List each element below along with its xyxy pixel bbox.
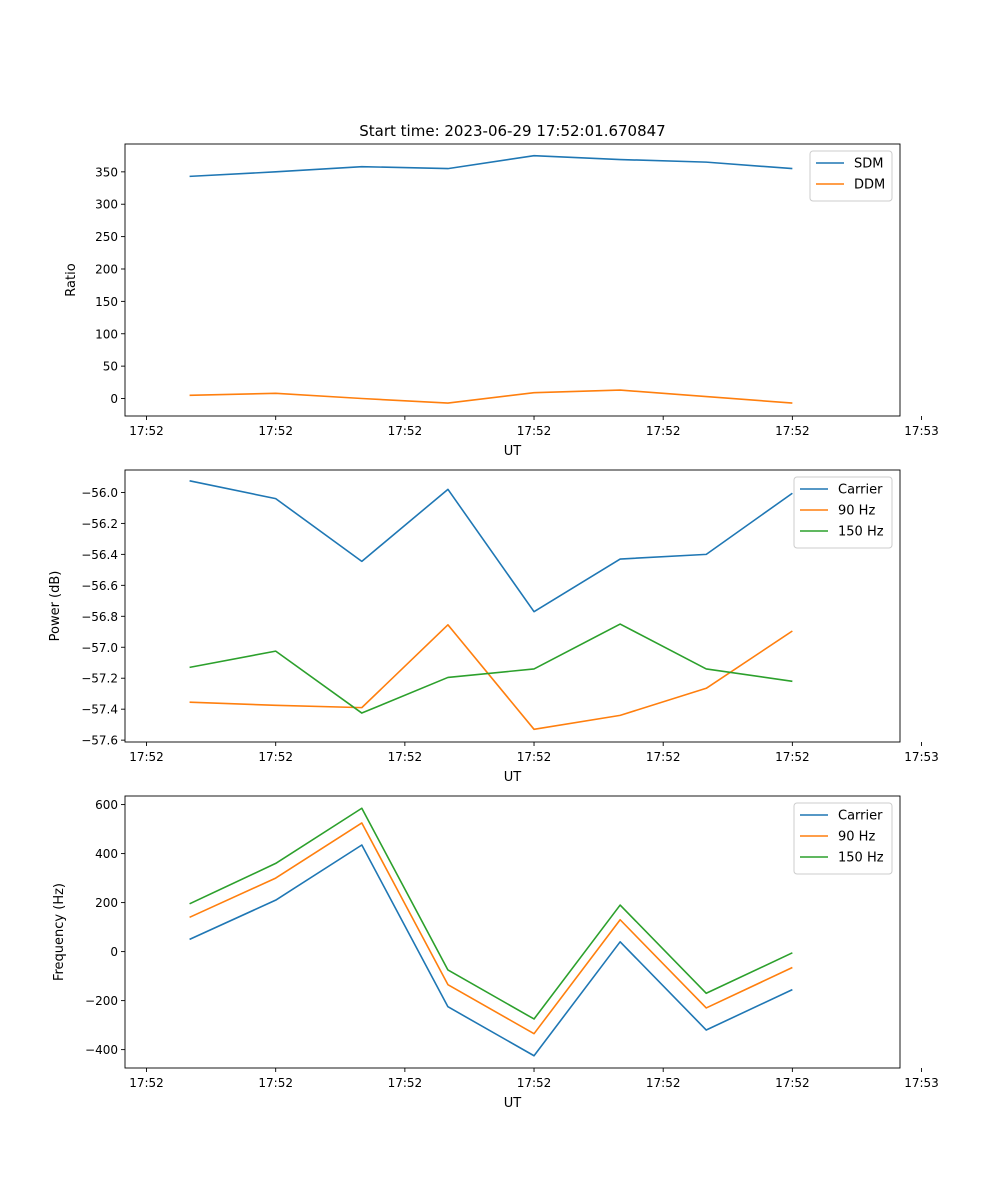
legend-label: SDM xyxy=(854,157,883,172)
y-tick-label: 0 xyxy=(110,392,118,406)
x-tick-label: 17:52 xyxy=(646,750,681,764)
legend: Carrier 90 Hz 150 Hz xyxy=(793,476,893,549)
y-tick-label: −56.6 xyxy=(81,579,118,593)
series-line-90-hz xyxy=(189,624,793,731)
series-line-carrier xyxy=(189,844,793,1057)
y-tick-label: −56.4 xyxy=(81,548,118,562)
y-tick-label: 0 xyxy=(110,945,118,959)
x-axis-label: UT xyxy=(504,444,522,459)
chart-panel-2: 17:52 17:52 17:52 17:52 17:52 17:52 17:53 −57.6… xyxy=(48,469,939,785)
y-tick-label: 250 xyxy=(95,230,118,244)
y-axis-label: Ratio xyxy=(64,263,79,296)
y-tick-label: 100 xyxy=(95,327,118,341)
chart-panel-1: Start time: 2023-06-29 17:52:01.670847 17… xyxy=(64,122,939,459)
legend-label: 150 Hz xyxy=(838,851,884,866)
chart-panel-3: 17:52 17:52 17:52 17:52 17:52 17:52 17:53 −400 −… xyxy=(52,795,939,1111)
series-line-150-hz xyxy=(189,623,793,714)
legend: Carrier 90 Hz 150 Hz xyxy=(793,802,893,875)
y-tick-label: 50 xyxy=(103,360,118,374)
x-tick-label: 17:52 xyxy=(258,1076,293,1090)
y-tick-label: −400 xyxy=(85,1043,118,1057)
x-tick-label: 17:53 xyxy=(904,424,939,438)
legend-label: 90 Hz xyxy=(838,830,875,845)
y-tick-label: 150 xyxy=(95,295,118,309)
y-tick-label: 350 xyxy=(95,165,118,179)
y-tick-label: 200 xyxy=(95,262,118,276)
x-tick-label: 17:52 xyxy=(388,1076,423,1090)
x-tick-label: 17:52 xyxy=(129,750,164,764)
chart-title: Start time: 2023-06-29 17:52:01.670847 xyxy=(359,122,665,140)
series-line-150-hz xyxy=(189,807,793,1020)
legend: SDM DDM xyxy=(809,150,893,202)
x-tick-label: 17:52 xyxy=(775,1076,810,1090)
x-tick-label: 17:52 xyxy=(646,1076,681,1090)
x-tick-label: 17:53 xyxy=(904,1076,939,1090)
x-axis-label: UT xyxy=(504,1096,522,1111)
series-line-carrier xyxy=(189,480,793,613)
y-tick-label: −57.0 xyxy=(81,641,118,655)
y-tick-label: −56.2 xyxy=(81,517,118,531)
legend-label: 90 Hz xyxy=(838,504,875,519)
y-tick-label: 300 xyxy=(95,198,118,212)
y-tick-label: −56.8 xyxy=(81,610,118,624)
axes-frame xyxy=(124,469,901,743)
x-tick-label: 17:52 xyxy=(388,750,423,764)
y-tick-label: −200 xyxy=(85,994,118,1008)
y-tick-label: −56.0 xyxy=(81,486,118,500)
y-tick-label: 400 xyxy=(95,847,118,861)
legend-label: DDM xyxy=(854,178,885,193)
x-tick-label: 17:52 xyxy=(129,424,164,438)
x-tick-label: 17:52 xyxy=(388,424,423,438)
x-tick-label: 17:52 xyxy=(129,1076,164,1090)
series-line-sdm xyxy=(189,154,793,178)
y-tick-label: −57.6 xyxy=(81,734,118,748)
x-axis-label: UT xyxy=(504,770,522,785)
x-tick-label: 17:52 xyxy=(775,424,810,438)
legend-label: Carrier xyxy=(838,809,883,824)
y-tick-label: −57.2 xyxy=(81,672,118,686)
x-tick-label: 17:52 xyxy=(517,424,552,438)
axes-frame xyxy=(124,795,901,1069)
legend-label: 150 Hz xyxy=(838,525,884,540)
x-tick-label: 17:52 xyxy=(258,750,293,764)
x-tick-label: 17:52 xyxy=(646,424,681,438)
series-line-90-hz xyxy=(189,822,793,1035)
y-tick-label: 200 xyxy=(95,896,118,910)
x-tick-label: 17:52 xyxy=(517,1076,552,1090)
y-axis-label: Power (dB) xyxy=(48,571,63,642)
y-tick-label: −57.4 xyxy=(81,703,118,717)
y-axis-label: Frequency (Hz) xyxy=(52,883,67,981)
x-tick-label: 17:52 xyxy=(517,750,552,764)
legend-label: Carrier xyxy=(838,483,883,498)
y-tick-label: 600 xyxy=(95,798,118,812)
series-line-ddm xyxy=(189,389,793,404)
x-tick-label: 17:52 xyxy=(775,750,810,764)
x-tick-label: 17:52 xyxy=(258,424,293,438)
x-tick-label: 17:53 xyxy=(904,750,939,764)
axes-frame xyxy=(124,143,901,417)
